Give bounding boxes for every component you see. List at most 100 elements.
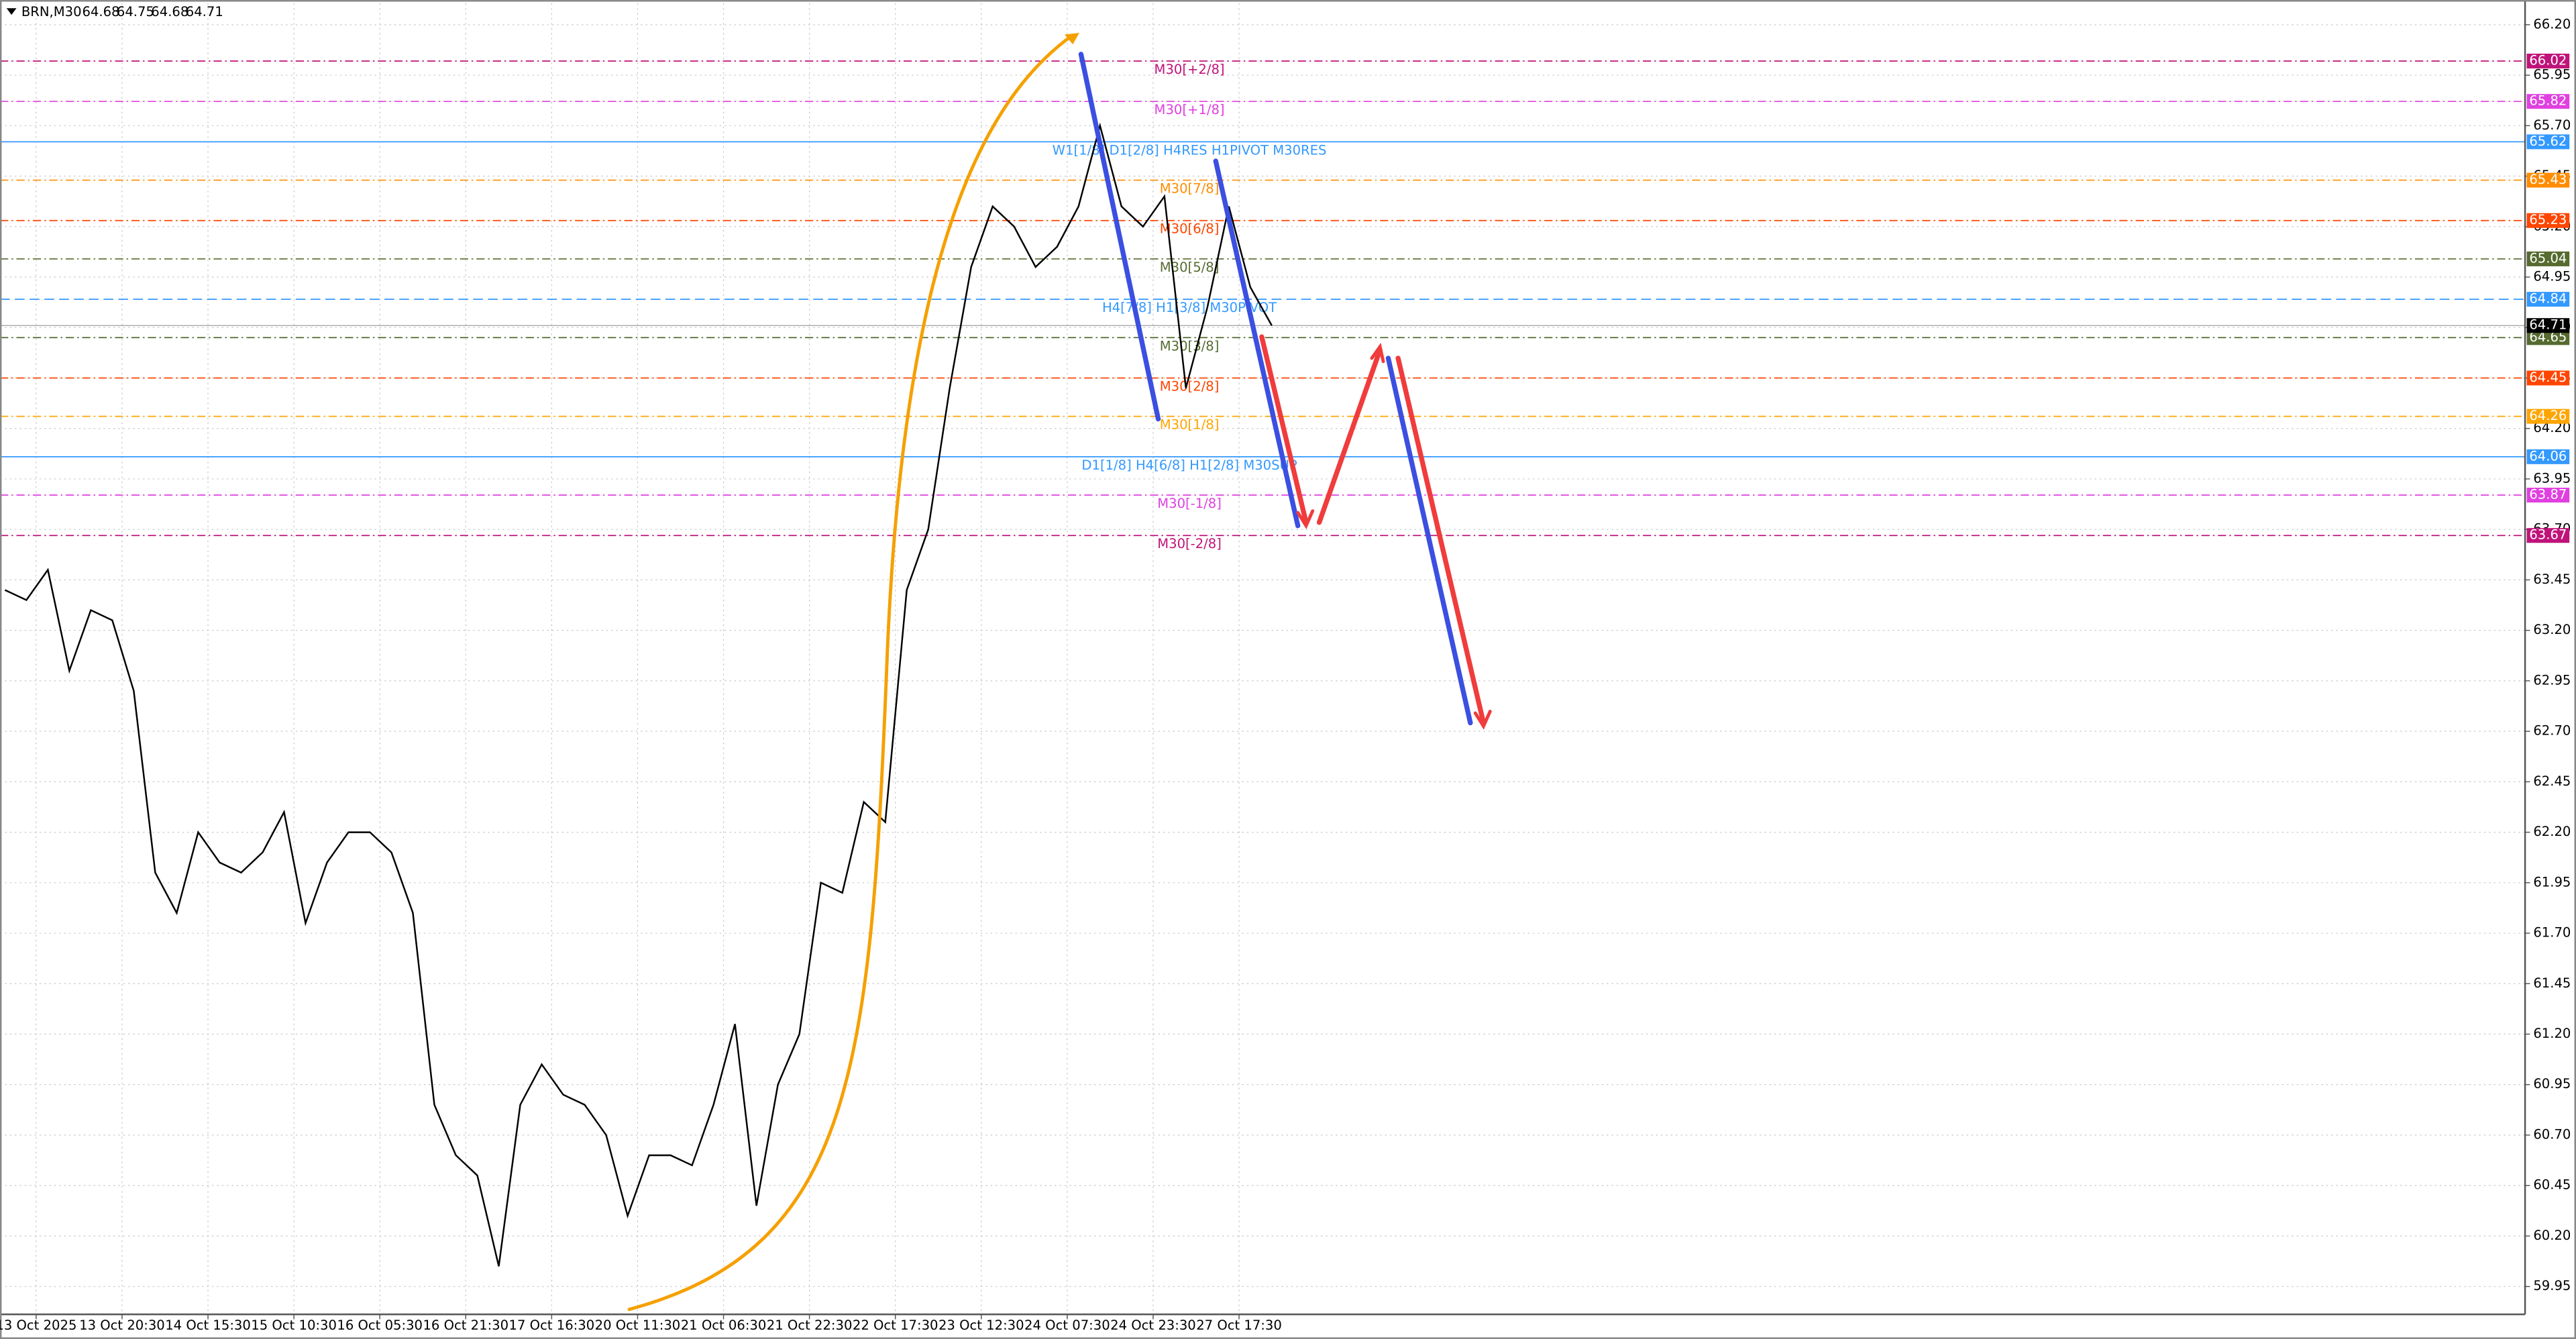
level-price: 65.82 — [2529, 93, 2567, 109]
level-price-box — [2526, 251, 2570, 266]
level-price: 64.26 — [2529, 408, 2567, 423]
level-price: 64.65 — [2529, 329, 2567, 345]
level-label: M30[-2/8] — [1157, 536, 1222, 551]
level-price-box — [2526, 528, 2570, 543]
y-tick-label: 63.20 — [2533, 622, 2571, 637]
x-tick-label: 20 Oct 11:30 — [595, 1318, 681, 1333]
annotations — [627, 33, 1492, 1311]
x-tick-label: 21 Oct 06:30 — [681, 1318, 767, 1333]
y-tick-label: 60.70 — [2533, 1126, 2571, 1142]
y-tick-label: 63.95 — [2533, 470, 2571, 486]
y-tick-label: 66.20 — [2533, 16, 2571, 32]
arrow-head — [1473, 710, 1492, 730]
orange-curve — [627, 34, 1073, 1311]
axis: 59.95 60.20 60.45 60.70 60.95 61.20 61.45 61.70… — [0, 16, 2571, 1333]
level-label: M30[-1/8] — [1157, 496, 1222, 511]
y-tick-label: 60.20 — [2533, 1228, 2571, 1243]
arrow-head — [1370, 342, 1385, 364]
y-tick-label: 60.95 — [2533, 1076, 2571, 1091]
arrow-head — [1296, 509, 1315, 529]
level-label: W1[1/8] D1[2/8] H4RES H1PIVOT M30RES — [1053, 142, 1327, 158]
grid — [0, 3, 2526, 1315]
level-price-box — [2526, 53, 2570, 69]
level-label: H4[7/8] H1[3/8] M30PIVOT — [1102, 300, 1277, 315]
blue-line — [1213, 158, 1301, 529]
level-price: 64.45 — [2529, 370, 2567, 385]
y-tick-label: 61.70 — [2533, 925, 2571, 941]
level-price-box — [2526, 449, 2570, 464]
x-tick-label: 22 Oct 17:30 — [853, 1318, 938, 1333]
level-label: M30[2/8] — [1160, 378, 1220, 394]
y-tick-label: 61.95 — [2533, 874, 2571, 890]
x-tick-label: 24 Oct 07:30 — [1024, 1318, 1110, 1333]
level-price-box — [2526, 409, 2570, 424]
level-label: M30[+2/8] — [1155, 62, 1225, 77]
x-tick-label: 27 Oct 17:30 — [1196, 1318, 1282, 1333]
x-tick-label: 16 Oct 05:30 — [337, 1318, 423, 1333]
x-tick-label: 24 Oct 23:30 — [1110, 1318, 1196, 1333]
red-arrow — [1259, 334, 1309, 525]
level-price: 64.06 — [2529, 448, 2567, 464]
x-tick-label: 13 Oct 2025 — [0, 1318, 76, 1333]
y-tick-label: 60.45 — [2533, 1177, 2571, 1193]
level-price: 65.23 — [2529, 212, 2567, 227]
level-price: 64.84 — [2529, 291, 2567, 307]
y-tick-label: 61.45 — [2533, 975, 2571, 991]
level-label: M30[5/8] — [1160, 260, 1220, 275]
y-tick-label: 61.20 — [2533, 1026, 2571, 1041]
ohlc-close: 64.71 — [186, 4, 223, 19]
level-price-box — [2526, 330, 2570, 345]
y-tick-label: 65.95 — [2533, 67, 2571, 83]
x-tick-label: 16 Oct 21:30 — [423, 1318, 508, 1333]
level-price: 63.87 — [2529, 487, 2567, 502]
x-tick-label: 14 Oct 15:30 — [165, 1318, 251, 1333]
level-label: M30[7/8] — [1160, 181, 1220, 197]
ohlc-open: 64.68 — [82, 4, 119, 19]
x-tick-label: 21 Oct 22:30 — [767, 1318, 853, 1333]
blue-line — [1385, 356, 1473, 726]
y-tick-label: 62.95 — [2533, 672, 2571, 688]
x-tick-label: 17 Oct 16:30 — [509, 1318, 595, 1333]
current-price-box — [2526, 318, 2570, 333]
level-price: 65.62 — [2529, 133, 2567, 149]
current-price: 64.71 — [2529, 317, 2567, 333]
x-tick-label: 13 Oct 20:30 — [79, 1318, 165, 1333]
level-label: M30[3/8] — [1160, 338, 1220, 354]
level-price: 66.02 — [2529, 53, 2567, 68]
y-tick-label: 59.95 — [2533, 1278, 2571, 1293]
arrow-head — [1064, 33, 1079, 45]
x-tick-label: 15 Oct 10:30 — [251, 1318, 337, 1333]
ohlc-low: 64.68 — [151, 4, 189, 19]
y-tick-label: 65.70 — [2533, 117, 2571, 133]
price-line — [4, 122, 1273, 1267]
price — [4, 122, 1273, 1267]
y-tick-label: 62.45 — [2533, 773, 2571, 789]
x-tick-label: 23 Oct 12:30 — [938, 1318, 1024, 1333]
level-price: 63.67 — [2529, 527, 2567, 543]
level-label: D1[1/8] H4[6/8] H1[2/8] M30SUP — [1081, 458, 1297, 473]
level-price-box — [2526, 292, 2570, 307]
y-tick-label: 63.45 — [2533, 572, 2571, 587]
red-arrow — [1395, 356, 1487, 726]
y-tick-label: 64.20 — [2533, 420, 2571, 435]
level-label: M30[1/8] — [1160, 417, 1220, 433]
red-arrow — [1316, 347, 1383, 525]
level-price-box — [2526, 134, 2570, 150]
y-tick-label: 62.20 — [2533, 824, 2571, 839]
level-price: 65.43 — [2529, 172, 2567, 187]
level-price-box — [2526, 213, 2570, 228]
y-tick-label: 64.95 — [2533, 269, 2571, 284]
symbol: BRN,M30 — [21, 4, 82, 19]
y-tick-label: 62.70 — [2533, 723, 2571, 739]
ohlc-high: 64.75 — [117, 4, 154, 19]
level-price: 65.04 — [2529, 250, 2567, 266]
level-price-box — [2526, 488, 2570, 503]
level-price-box — [2526, 94, 2570, 109]
level-label: M30[6/8] — [1160, 221, 1220, 237]
blue-line — [1078, 52, 1161, 422]
levels: M30[+2/8] M30[+1/8] W1[1/8] D1[2/8] H4RES … — [0, 60, 2526, 551]
